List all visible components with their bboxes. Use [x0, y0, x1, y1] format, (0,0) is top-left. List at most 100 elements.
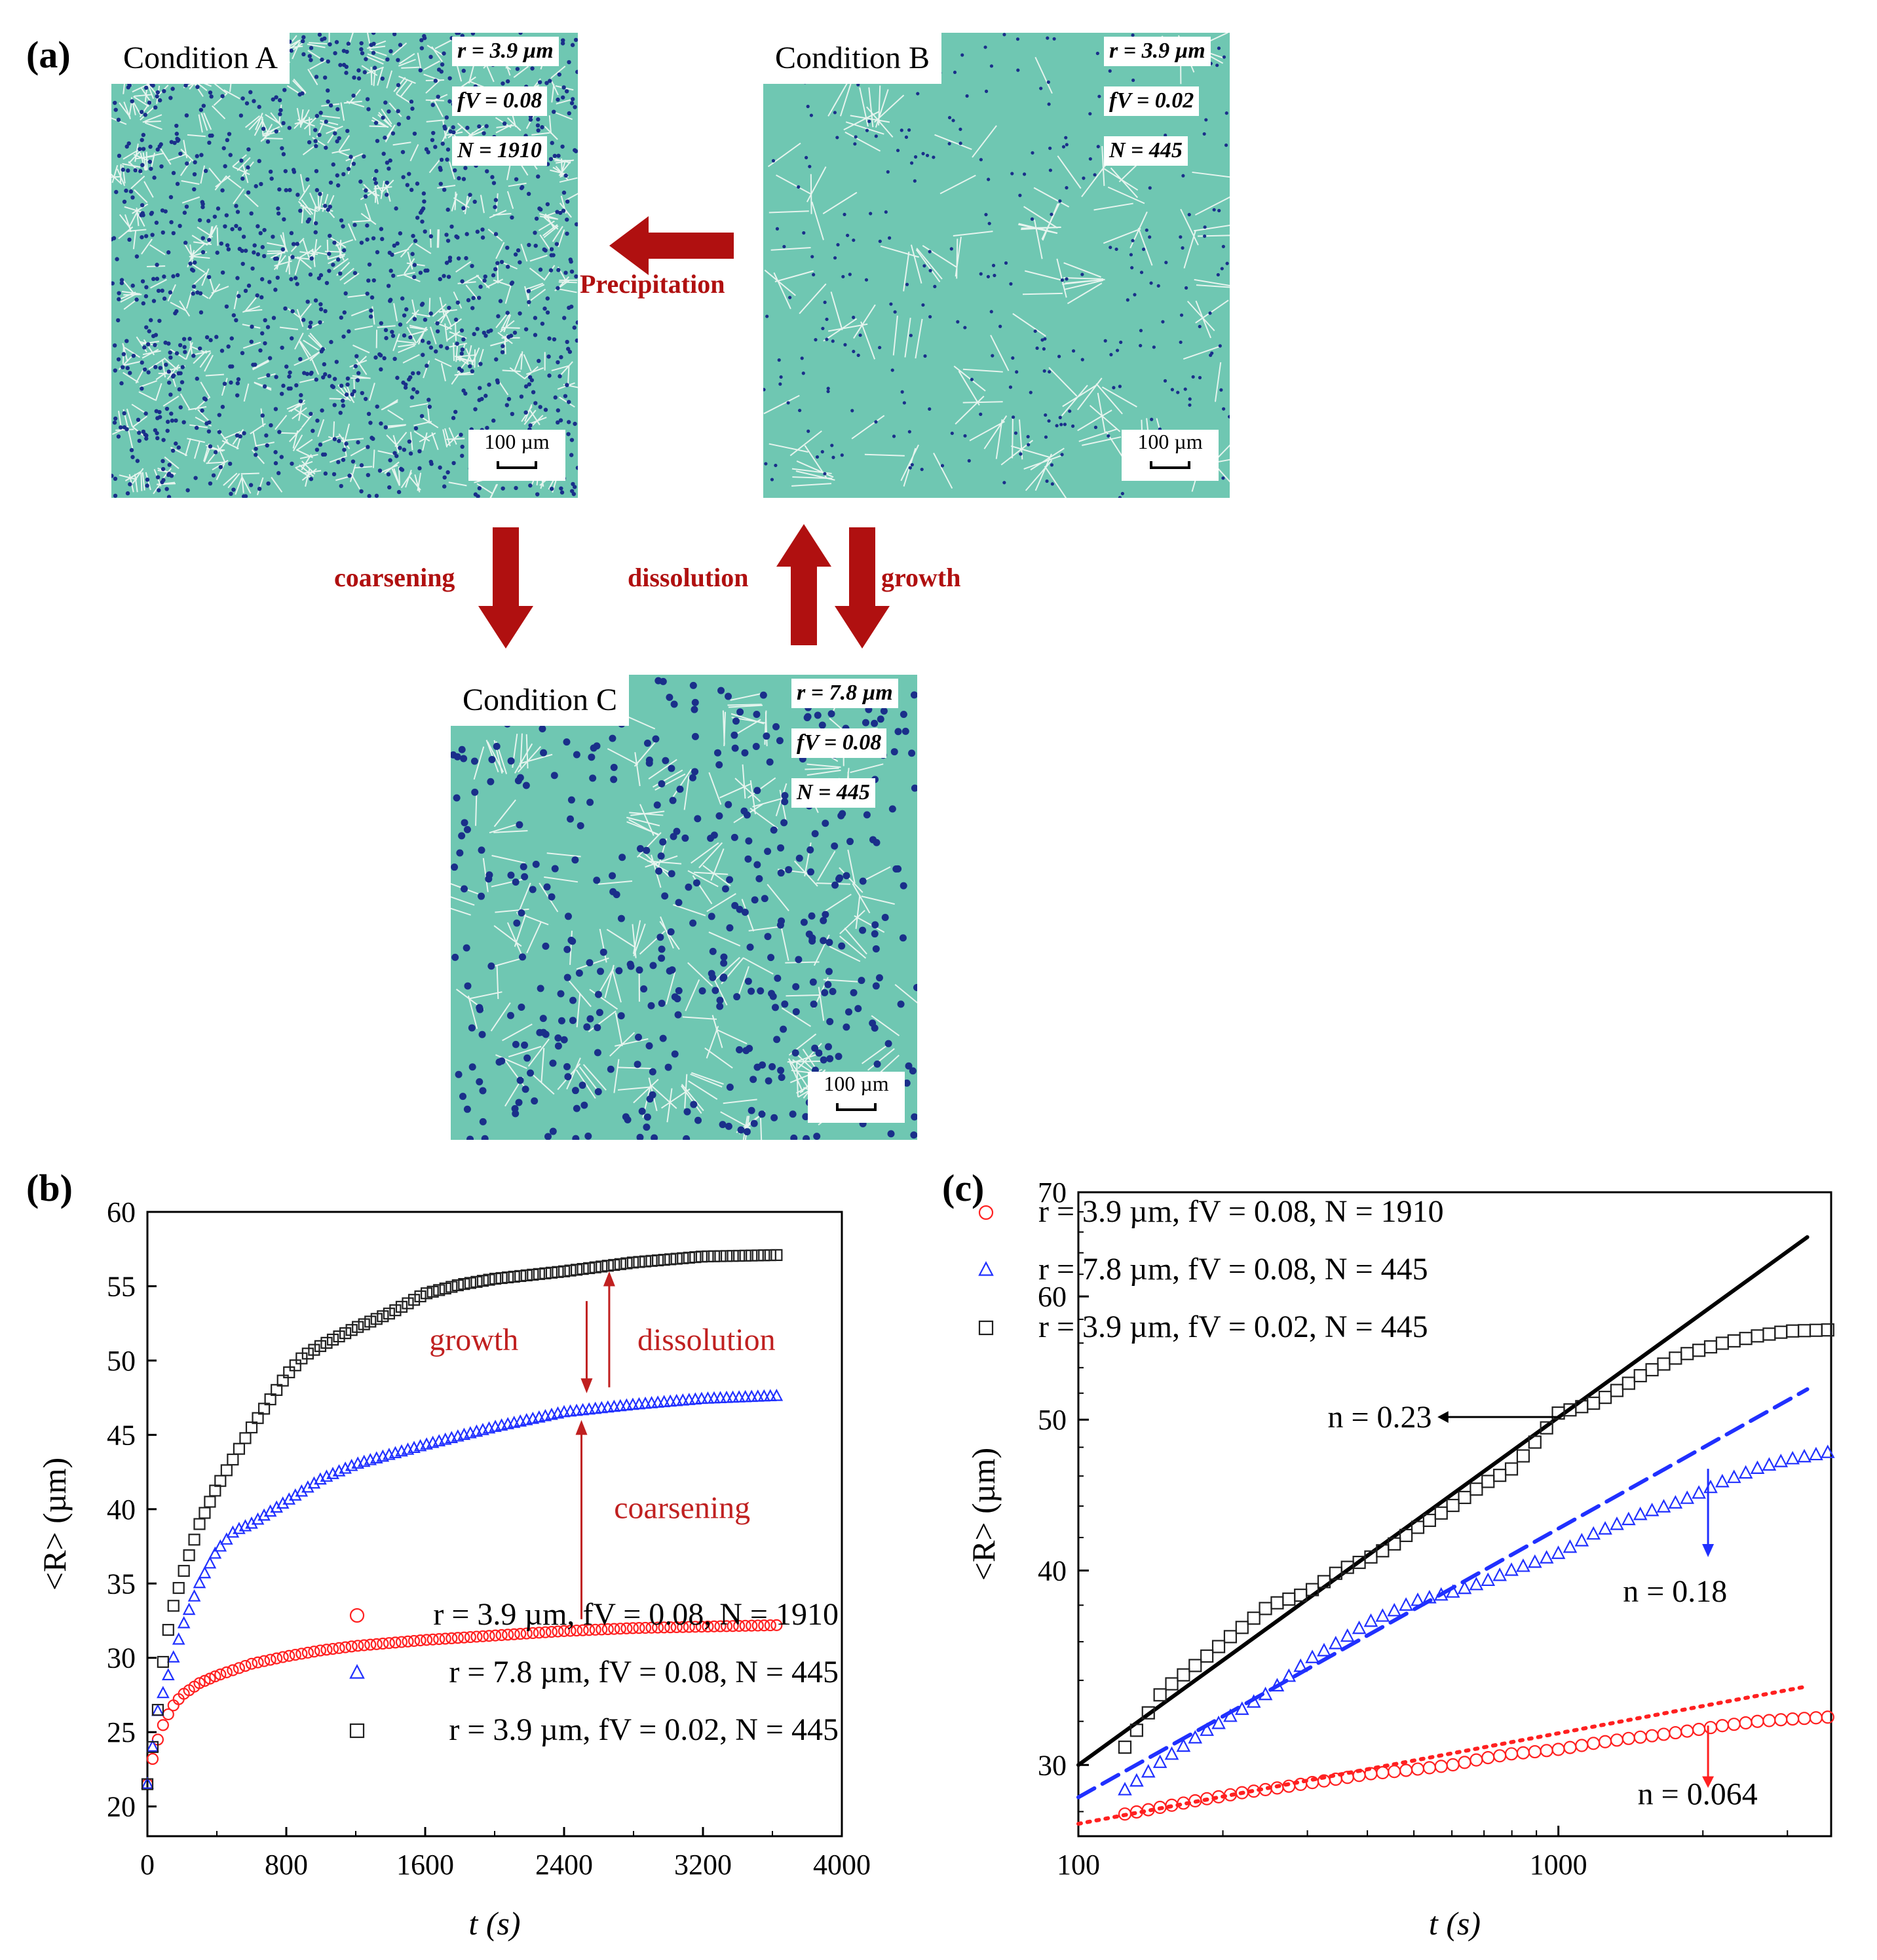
x-tick-label: 3200 — [674, 1849, 732, 1881]
data-point — [1621, 1376, 1635, 1390]
data-point — [695, 1621, 708, 1633]
x-axis-label: t (s) — [1429, 1905, 1481, 1942]
data-point — [1388, 1537, 1401, 1551]
data-point — [172, 1632, 185, 1645]
data-point — [204, 1496, 216, 1508]
data-point — [1645, 1363, 1659, 1377]
data-point — [193, 1518, 206, 1530]
data-point — [226, 1525, 240, 1538]
data-point — [301, 1480, 314, 1493]
data-point — [433, 1633, 446, 1646]
data-point — [552, 1266, 564, 1278]
precipitates — [451, 675, 917, 1140]
data-point — [271, 1652, 283, 1665]
data-point — [439, 1282, 451, 1295]
data-point — [289, 1648, 301, 1661]
data-point — [370, 1638, 383, 1650]
data-point — [245, 1657, 258, 1670]
fit-line — [1076, 1235, 1810, 1767]
data-point — [282, 1492, 296, 1505]
condition-a-scale-label: 100 µm — [484, 430, 550, 453]
data-point — [245, 1516, 258, 1529]
condition-b-fv: fV = 0.02 — [1104, 86, 1200, 116]
data-point — [1445, 1584, 1460, 1598]
data-point — [1141, 1706, 1155, 1720]
data-point — [283, 1366, 295, 1378]
data-point — [1446, 1758, 1460, 1772]
condition-a-scale-bar: 100 µm — [468, 430, 565, 481]
data-point — [146, 1741, 159, 1753]
condition-b-scale-label: 100 µm — [1137, 430, 1203, 453]
data-point — [639, 1621, 652, 1634]
x-tick-label: 4000 — [813, 1849, 871, 1881]
data-point — [276, 1374, 289, 1387]
data-point — [1223, 1708, 1238, 1722]
data-point — [758, 1619, 770, 1632]
data-point — [720, 1620, 733, 1632]
data-point — [751, 1389, 765, 1402]
data-point — [633, 1622, 645, 1634]
data-point — [508, 1628, 520, 1640]
data-point — [720, 1250, 733, 1262]
precipitation-label: Precipitation — [580, 269, 725, 299]
data-point — [727, 1250, 739, 1262]
data-point — [1422, 1761, 1436, 1775]
data-point — [1527, 1554, 1542, 1568]
condition-c-fv: fV = 0.08 — [791, 728, 887, 758]
data-point — [339, 1327, 352, 1340]
data-point — [1481, 1572, 1496, 1587]
data-point — [1774, 1713, 1788, 1727]
data-point — [1434, 1760, 1448, 1773]
data-point — [257, 1655, 271, 1667]
data-point — [220, 1532, 233, 1545]
data-point — [345, 1324, 358, 1336]
data-point — [520, 1627, 533, 1640]
growth-label: growth — [881, 563, 961, 592]
condition-a-micrograph: Condition A r = 3.9 µm fV = 0.08 N = 191… — [111, 33, 578, 498]
data-point — [1644, 1502, 1659, 1517]
condition-c-scale-bar: 100 µm — [808, 1072, 905, 1123]
condition-a-r: r = 3.9 µm — [452, 37, 559, 66]
data-point — [1493, 1749, 1507, 1763]
data-point — [683, 1251, 695, 1264]
data-point — [1433, 1587, 1449, 1601]
data-point — [1633, 1368, 1647, 1383]
data-point — [1774, 1325, 1788, 1339]
fit-line — [1076, 1684, 1810, 1826]
data-point — [264, 1653, 276, 1666]
data-point — [1118, 1782, 1132, 1796]
data-point — [533, 1268, 545, 1280]
data-point — [677, 1621, 689, 1633]
data-point — [1786, 1324, 1800, 1338]
series-2 — [141, 1249, 783, 1790]
data-point — [1388, 1765, 1401, 1779]
data-point — [738, 1389, 752, 1403]
data-point — [1177, 1668, 1190, 1682]
legend-marker — [349, 1723, 365, 1739]
data-point — [583, 1624, 596, 1636]
data-point — [620, 1257, 633, 1270]
data-point — [1551, 1743, 1565, 1756]
data-point — [689, 1251, 702, 1264]
growth-annotation: growth — [429, 1323, 518, 1357]
n-0064-label: n = 0.064 — [1638, 1777, 1758, 1811]
x-tick-label: 1600 — [396, 1849, 454, 1881]
y-tick-label: 40 — [1038, 1555, 1067, 1587]
data-point — [1738, 1465, 1753, 1479]
data-point — [502, 1271, 514, 1284]
data-point — [389, 1636, 402, 1649]
data-point — [489, 1629, 502, 1642]
data-point — [1152, 1754, 1167, 1768]
data-point — [1118, 1741, 1132, 1754]
data-point — [227, 1664, 239, 1676]
data-point — [251, 1512, 265, 1525]
legend-marker — [349, 1664, 365, 1679]
data-point — [141, 1778, 154, 1790]
data-point — [352, 1321, 364, 1333]
data-point — [1762, 1714, 1776, 1727]
data-point — [570, 1264, 583, 1276]
data-point — [1165, 1677, 1179, 1691]
data-point — [458, 1631, 470, 1644]
data-point — [1258, 1686, 1273, 1701]
y-tick-label: 45 — [107, 1419, 136, 1451]
